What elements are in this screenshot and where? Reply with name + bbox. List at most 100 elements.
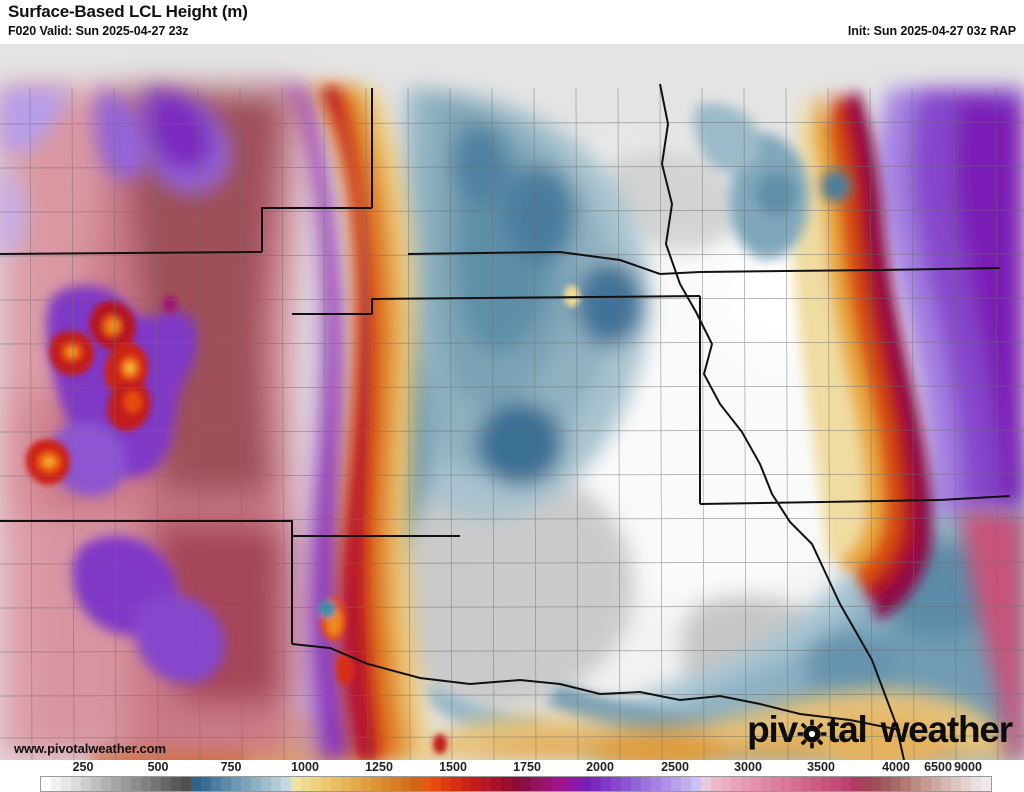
colorbar-swatch[interactable]: [891, 777, 901, 791]
colorbar-swatch[interactable]: [521, 777, 531, 791]
colorbar-swatch[interactable]: [581, 777, 591, 791]
colorbar-swatch[interactable]: [431, 777, 441, 791]
colorbar-swatch[interactable]: [331, 777, 341, 791]
colorbar-swatch[interactable]: [181, 777, 191, 791]
colorbar-swatch[interactable]: [571, 777, 581, 791]
colorbar[interactable]: 250 500 750 1000 1250 1500 1750 2000 2500 3000 350…: [0, 760, 1024, 792]
colorbar-swatch[interactable]: [491, 777, 501, 791]
colorbar-swatch[interactable]: [731, 777, 741, 791]
colorbar-swatches[interactable]: [40, 776, 992, 792]
colorbar-swatch[interactable]: [451, 777, 461, 791]
colorbar-swatch[interactable]: [61, 777, 71, 791]
colorbar-swatch[interactable]: [341, 777, 351, 791]
colorbar-swatch[interactable]: [351, 777, 361, 791]
colorbar-swatch[interactable]: [151, 777, 161, 791]
colorbar-swatch[interactable]: [931, 777, 941, 791]
colorbar-swatch[interactable]: [981, 777, 991, 791]
colorbar-swatch[interactable]: [751, 777, 761, 791]
colorbar-swatch[interactable]: [441, 777, 451, 791]
colorbar-swatch[interactable]: [591, 777, 601, 791]
colorbar-swatch[interactable]: [311, 777, 321, 791]
colorbar-swatch[interactable]: [681, 777, 691, 791]
colorbar-swatch[interactable]: [411, 777, 421, 791]
colorbar-swatch[interactable]: [951, 777, 961, 791]
colorbar-tick-label: 3500: [807, 760, 835, 774]
colorbar-swatch[interactable]: [71, 777, 81, 791]
colorbar-swatch[interactable]: [461, 777, 471, 791]
colorbar-swatch[interactable]: [741, 777, 751, 791]
colorbar-swatch[interactable]: [721, 777, 731, 791]
colorbar-swatch[interactable]: [871, 777, 881, 791]
colorbar-swatch[interactable]: [651, 777, 661, 791]
colorbar-swatch[interactable]: [961, 777, 971, 791]
colorbar-swatch[interactable]: [261, 777, 271, 791]
colorbar-swatch[interactable]: [631, 777, 641, 791]
colorbar-swatch[interactable]: [91, 777, 101, 791]
colorbar-swatch[interactable]: [51, 777, 61, 791]
colorbar-swatch[interactable]: [141, 777, 151, 791]
weather-map-canvas[interactable]: [0, 44, 1024, 760]
colorbar-swatch[interactable]: [611, 777, 621, 791]
colorbar-swatch[interactable]: [671, 777, 681, 791]
colorbar-swatch[interactable]: [541, 777, 551, 791]
colorbar-swatch[interactable]: [111, 777, 121, 791]
colorbar-swatch[interactable]: [171, 777, 181, 791]
colorbar-swatch[interactable]: [561, 777, 571, 791]
colorbar-swatch[interactable]: [121, 777, 131, 791]
colorbar-swatch[interactable]: [831, 777, 841, 791]
colorbar-swatch[interactable]: [781, 777, 791, 791]
colorbar-swatch[interactable]: [861, 777, 871, 791]
colorbar-swatch[interactable]: [131, 777, 141, 791]
colorbar-swatch[interactable]: [271, 777, 281, 791]
colorbar-swatch[interactable]: [531, 777, 541, 791]
colorbar-swatch[interactable]: [911, 777, 921, 791]
colorbar-swatch[interactable]: [321, 777, 331, 791]
colorbar-swatch[interactable]: [81, 777, 91, 791]
colorbar-swatch[interactable]: [421, 777, 431, 791]
colorbar-swatch[interactable]: [701, 777, 711, 791]
colorbar-swatch[interactable]: [921, 777, 931, 791]
colorbar-swatch[interactable]: [761, 777, 771, 791]
colorbar-swatch[interactable]: [691, 777, 701, 791]
init-time-label: Init: Sun 2025-04-27 03z RAP: [847, 24, 1016, 38]
colorbar-swatch[interactable]: [601, 777, 611, 791]
colorbar-swatch[interactable]: [381, 777, 391, 791]
colorbar-swatch[interactable]: [811, 777, 821, 791]
colorbar-swatch[interactable]: [711, 777, 721, 791]
colorbar-swatch[interactable]: [401, 777, 411, 791]
colorbar-swatch[interactable]: [901, 777, 911, 791]
colorbar-swatch[interactable]: [191, 777, 201, 791]
colorbar-swatch[interactable]: [641, 777, 651, 791]
colorbar-swatch[interactable]: [791, 777, 801, 791]
colorbar-swatch[interactable]: [291, 777, 301, 791]
colorbar-swatch[interactable]: [361, 777, 371, 791]
colorbar-swatch[interactable]: [221, 777, 231, 791]
colorbar-swatch[interactable]: [281, 777, 291, 791]
colorbar-swatch[interactable]: [821, 777, 831, 791]
colorbar-swatch[interactable]: [201, 777, 211, 791]
colorbar-swatch[interactable]: [771, 777, 781, 791]
colorbar-swatch[interactable]: [881, 777, 891, 791]
colorbar-swatch[interactable]: [391, 777, 401, 791]
colorbar-swatch[interactable]: [101, 777, 111, 791]
colorbar-swatch[interactable]: [41, 777, 51, 791]
colorbar-swatch[interactable]: [941, 777, 951, 791]
colorbar-swatch[interactable]: [471, 777, 481, 791]
colorbar-swatch[interactable]: [661, 777, 671, 791]
colorbar-swatch[interactable]: [251, 777, 261, 791]
colorbar-swatch[interactable]: [971, 777, 981, 791]
colorbar-swatch[interactable]: [231, 777, 241, 791]
colorbar-swatch[interactable]: [621, 777, 631, 791]
colorbar-swatch[interactable]: [301, 777, 311, 791]
colorbar-swatch[interactable]: [481, 777, 491, 791]
colorbar-swatch[interactable]: [851, 777, 861, 791]
colorbar-swatch[interactable]: [161, 777, 171, 791]
colorbar-swatch[interactable]: [211, 777, 221, 791]
colorbar-swatch[interactable]: [551, 777, 561, 791]
colorbar-swatch[interactable]: [241, 777, 251, 791]
colorbar-swatch[interactable]: [501, 777, 511, 791]
colorbar-swatch[interactable]: [841, 777, 851, 791]
colorbar-swatch[interactable]: [511, 777, 521, 791]
colorbar-swatch[interactable]: [371, 777, 381, 791]
colorbar-swatch[interactable]: [801, 777, 811, 791]
